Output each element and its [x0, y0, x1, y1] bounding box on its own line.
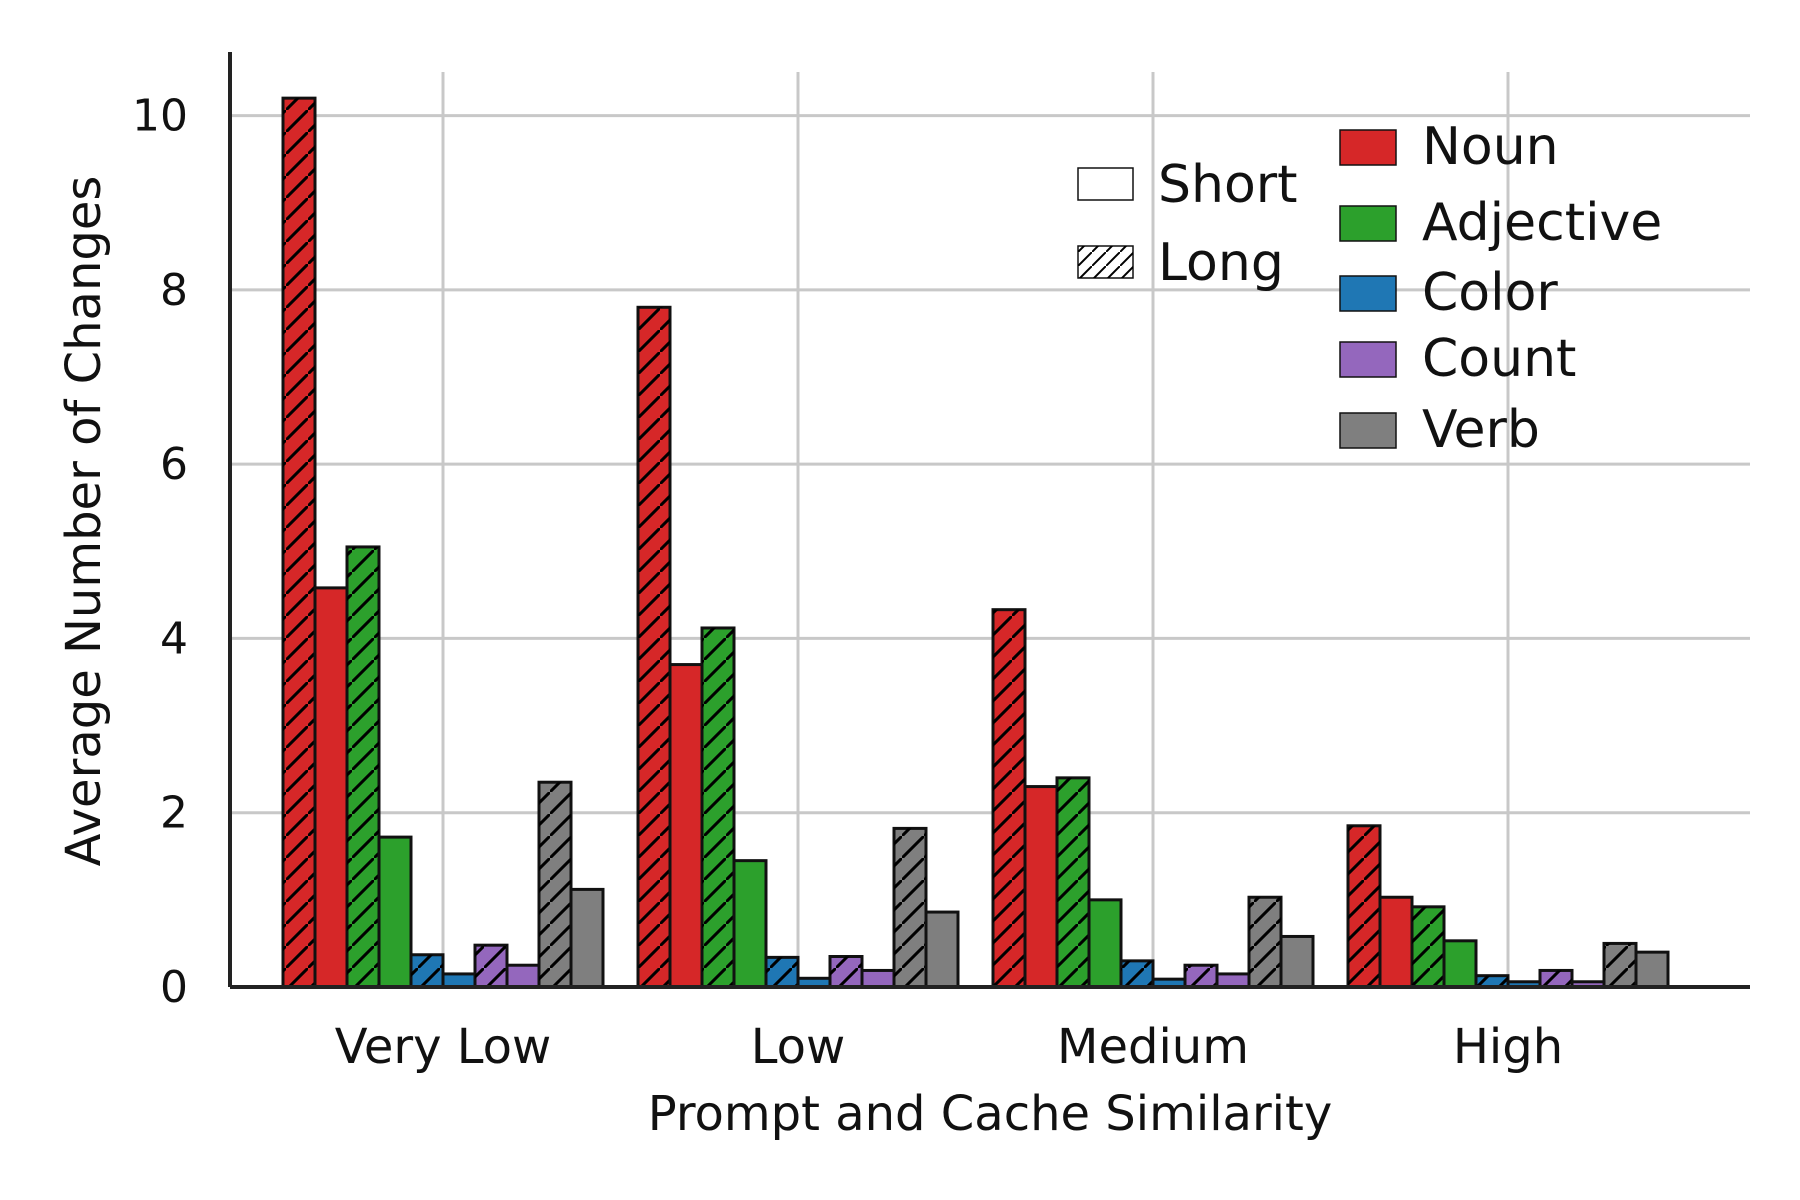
bar-noun-short	[1023, 785, 1059, 989]
legend-swatch-noun	[1339, 129, 1397, 166]
bar-hatch-overlay	[638, 307, 670, 987]
bar-verb-short	[924, 910, 960, 989]
bar-adjective-short	[1442, 939, 1478, 989]
bar-hatch-overlay	[1185, 965, 1217, 987]
legend-swatch-verb	[1339, 412, 1397, 449]
bar-hatch-overlay	[347, 546, 379, 987]
bar-adjective-short	[1087, 898, 1123, 989]
legend-label-count: Count	[1422, 329, 1576, 389]
y-axis-title: Average Number of Changes	[56, 176, 112, 867]
x-tick-label: Medium	[1057, 1019, 1249, 1075]
bar-verb-short	[569, 887, 605, 989]
tick-labels: 0 2 4 6 8 10 Very Low Low Medium High	[132, 91, 1563, 1075]
x-axis-title: Prompt and Cache Similarity	[648, 1086, 1333, 1142]
bar-hatch-overlay	[993, 609, 1025, 987]
bar-hatch-overlay	[1412, 906, 1444, 987]
legend-label-verb: Verb	[1422, 400, 1540, 460]
bar-hatch-overlay	[1057, 777, 1089, 987]
legend-label-color: Color	[1422, 263, 1558, 323]
legend-label-adjective: Adjective	[1422, 193, 1662, 253]
legend-swatch-count	[1339, 341, 1397, 378]
grid-lines	[230, 72, 1750, 989]
legend-swatch-hatch	[1078, 246, 1133, 278]
legend-swatch-short	[1077, 167, 1134, 201]
y-tick-label: 0	[160, 962, 188, 1013]
bar-verb-short	[1279, 934, 1315, 989]
bars	[281, 96, 1670, 989]
bar-count-short	[860, 968, 896, 989]
axes	[228, 52, 1750, 989]
bar-noun-short	[313, 586, 349, 989]
legend-label-long: Long	[1158, 233, 1284, 293]
bar-hatch-overlay	[475, 945, 507, 987]
bar-hatch-overlay	[766, 957, 798, 987]
x-tick-label: Very Low	[335, 1019, 552, 1075]
y-tick-label: 2	[160, 788, 188, 839]
bar-hatch-overlay	[1540, 970, 1572, 987]
bar-count-short	[505, 963, 541, 989]
bar-hatch-overlay	[1604, 943, 1636, 987]
bar-hatch-overlay	[1348, 825, 1380, 987]
y-tick-label: 10	[132, 91, 188, 142]
bar-hatch-overlay	[283, 98, 315, 987]
bar-adjective-short	[377, 835, 413, 989]
y-tick-label: 6	[160, 439, 188, 490]
bar-noun-short	[668, 663, 704, 989]
x-tick-label: Low	[751, 1019, 846, 1075]
bar-hatch-overlay	[894, 828, 926, 987]
bar-hatch-overlay	[1121, 960, 1153, 987]
bar-hatch-overlay	[1249, 897, 1281, 987]
legend-swatch-color	[1339, 275, 1397, 312]
bar-hatch-overlay	[1476, 975, 1508, 987]
bar-hatch-overlay	[830, 956, 862, 987]
x-tick-label: High	[1453, 1019, 1563, 1075]
y-tick-label: 4	[160, 613, 188, 664]
legend-swatch-adjective	[1339, 205, 1397, 242]
bar-hatch-overlay	[539, 782, 571, 987]
y-tick-label: 8	[160, 265, 188, 316]
bar-adjective-short	[732, 859, 768, 989]
bar-noun-short	[1378, 895, 1414, 989]
legend-label-short: Short	[1158, 155, 1298, 215]
bar-hatch-overlay	[702, 627, 734, 987]
bar-hatch-overlay	[411, 954, 443, 987]
bar-verb-short	[1634, 950, 1670, 989]
legend-label-noun: Noun	[1422, 117, 1559, 177]
